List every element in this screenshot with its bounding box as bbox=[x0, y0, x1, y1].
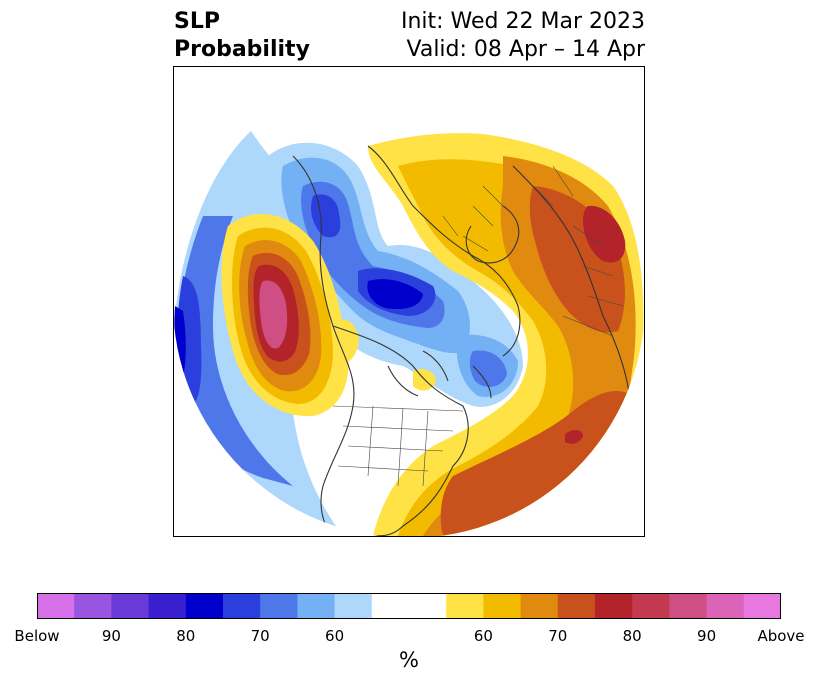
colorbar-segment bbox=[483, 593, 522, 619]
colorbar-segment bbox=[706, 593, 745, 619]
above-region-atlantic-80 bbox=[565, 430, 583, 444]
polar-map bbox=[173, 66, 645, 537]
colorbar-segment bbox=[260, 593, 298, 619]
colorbar-segment bbox=[37, 593, 75, 619]
colorbar-tick-label: 80 bbox=[176, 627, 196, 645]
above-region-canada-60 bbox=[335, 319, 359, 363]
colorbar-segment bbox=[632, 593, 670, 619]
colorbar-tick-label: 70 bbox=[250, 627, 270, 645]
colorbar-segment bbox=[334, 593, 373, 619]
political-borders bbox=[332, 165, 624, 487]
colorbar-segment bbox=[371, 593, 410, 619]
below-region-siberia-core bbox=[469, 350, 507, 387]
colorbar-tick-label: Below bbox=[14, 627, 60, 645]
colorbar-tick-label: 60 bbox=[325, 627, 345, 645]
map-title-left: SLP Probability bbox=[174, 8, 310, 64]
colorbar-segment bbox=[111, 593, 150, 619]
colorbar-segment bbox=[520, 593, 559, 619]
colorbar-segment bbox=[223, 593, 261, 619]
variable-title: SLP bbox=[174, 9, 220, 34]
colorbar-tick-label: 60 bbox=[473, 627, 493, 645]
map-title-right: Init: Wed 22 Mar 2023 Valid: 08 Apr – 14… bbox=[401, 8, 645, 64]
below-region-arctic-core bbox=[367, 279, 423, 310]
above-region-siberia-80 bbox=[583, 205, 626, 263]
below-band-pacific-70 bbox=[176, 216, 293, 486]
colorbar-segment bbox=[409, 593, 447, 619]
colorbar-tick-label: 70 bbox=[548, 627, 568, 645]
above-region-eurasia-75 bbox=[440, 186, 634, 536]
colorbar-segment bbox=[185, 593, 224, 619]
colorbar-segment bbox=[557, 593, 596, 619]
colorbar-segment bbox=[669, 593, 708, 619]
colorbar-segment bbox=[148, 593, 187, 619]
colorbar-segment bbox=[595, 593, 633, 619]
colorbar-outline bbox=[37, 593, 781, 619]
colorbar-tick-label: 90 bbox=[101, 627, 121, 645]
init-date-label: Init: Wed 22 Mar 2023 bbox=[400, 9, 645, 34]
colorbar-tick-label: 80 bbox=[622, 627, 642, 645]
colorbar-segment bbox=[74, 593, 112, 619]
colorbar-segment bbox=[297, 593, 336, 619]
colorbar-unit-label: % bbox=[399, 648, 419, 672]
coastlines bbox=[292, 145, 632, 537]
colorbar-tick-label: Above bbox=[757, 627, 805, 645]
above-region-pacific-90 bbox=[259, 280, 288, 349]
colorbar-segment bbox=[446, 593, 484, 619]
valid-date-label: Valid: 08 Apr – 14 Apr bbox=[406, 37, 646, 62]
colorbar-tick-label: 90 bbox=[697, 627, 717, 645]
variable-subtitle: Probability bbox=[174, 37, 310, 62]
colorbar-segment bbox=[743, 593, 781, 619]
colorbar bbox=[37, 593, 781, 619]
